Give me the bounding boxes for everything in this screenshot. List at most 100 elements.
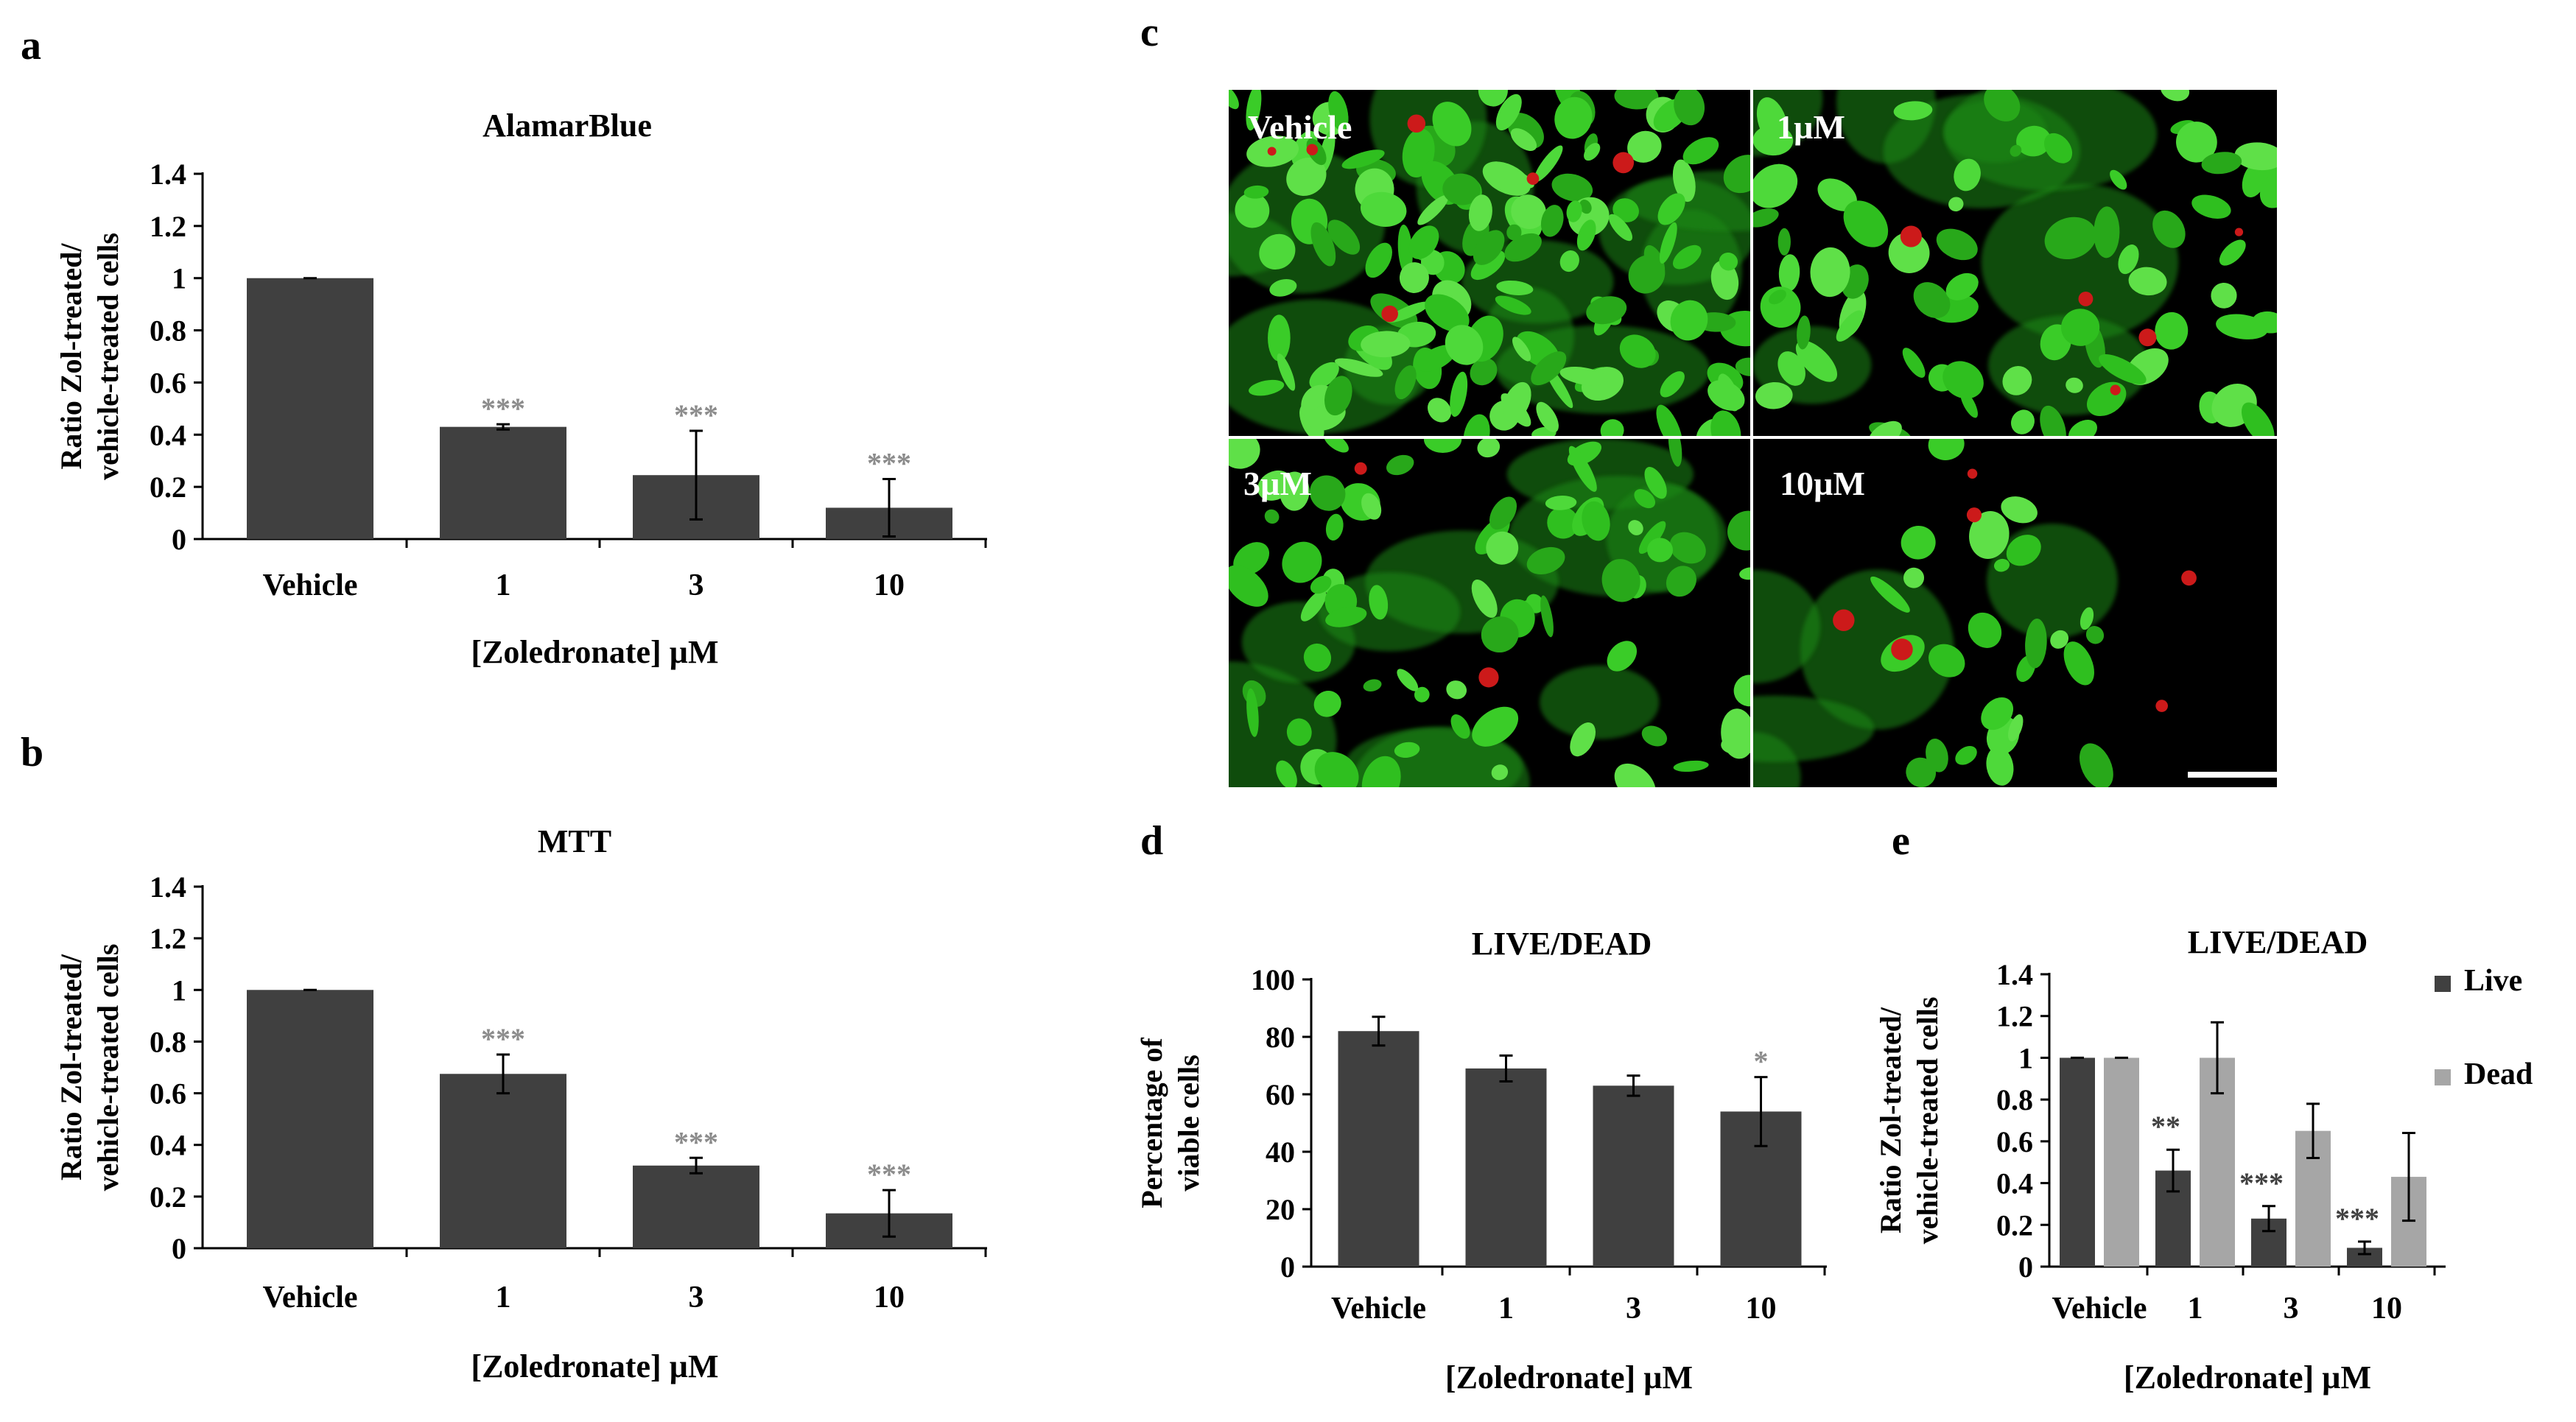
live-cell (1721, 708, 1750, 759)
live-cell (1568, 446, 1597, 492)
panel-letter-b: b (21, 730, 43, 775)
significance-marker: *** (674, 1125, 718, 1158)
live-cell (1495, 94, 1522, 131)
live-cell (2044, 217, 2096, 260)
micrograph-label-10um: 10µM (1780, 465, 1865, 502)
dead-cell (1267, 147, 1277, 156)
cells-1um (1753, 90, 2277, 436)
live-cell (1478, 90, 1508, 107)
live-cell (2219, 239, 2246, 266)
live-cell (1660, 371, 1685, 398)
y-tick-label: 80 (1266, 1021, 1295, 1054)
live-cell (2128, 267, 2167, 296)
x-axis-label: [Zoledronate] µM (2124, 1359, 2371, 1395)
live-cell (1612, 198, 1639, 222)
y-axis-label: Percentage of (1135, 1038, 1168, 1208)
live-cell (1399, 262, 1429, 293)
live-cell (1477, 439, 1501, 458)
live-cell (1324, 376, 1352, 416)
live-cell (1739, 567, 1750, 580)
legend-label: Dead (2464, 1057, 2533, 1091)
live-cell (1672, 244, 1702, 270)
dead-cell (1407, 114, 1426, 133)
live-cell (1328, 91, 1349, 132)
live-cell (1769, 289, 1786, 305)
live-cell (2066, 377, 2083, 393)
live-cell (1929, 644, 1965, 677)
live-cell (1503, 381, 1531, 422)
live-cell (2040, 405, 2066, 436)
live-cell (1269, 278, 1297, 297)
live-cell (2211, 282, 2237, 309)
live-cell (2001, 496, 2038, 524)
cells-3um (1229, 439, 1750, 787)
live-cell (1229, 90, 1239, 110)
dead-cell (2110, 384, 2121, 395)
live-cell (1264, 509, 1280, 524)
live-cell (1986, 747, 2014, 786)
live-cell (1470, 250, 1506, 281)
live-cell (1511, 194, 1547, 230)
x-tick-label: Vehicle (262, 1281, 357, 1314)
live-cell (2010, 144, 2022, 157)
micrograph-label-vehicle: Vehicle (1248, 108, 1352, 146)
live-cell (1468, 194, 1492, 231)
micrograph-label-1um: 1µM (1777, 108, 1845, 146)
live-cell (2080, 607, 2094, 630)
live-cell (1489, 496, 1517, 530)
y-tick-label: 0 (172, 523, 186, 556)
live-cell (1335, 358, 1383, 377)
x-tick-label: 10 (1746, 1292, 1777, 1326)
live-cell (1229, 565, 1268, 607)
live-cell (1868, 420, 1902, 436)
live-cell (1482, 161, 1531, 196)
y-tick-label: 60 (1266, 1078, 1295, 1111)
y-tick-label: 0.4 (150, 418, 186, 451)
live-cell (2063, 641, 2094, 686)
x-tick-label: Vehicle (262, 569, 357, 602)
live-cell (1928, 439, 1965, 460)
dead-cell (1891, 638, 1913, 661)
y-tick-label: 1 (2018, 1041, 2033, 1074)
live-cell (1733, 675, 1750, 707)
y-tick-label: 1.2 (150, 922, 186, 955)
live-cell (1893, 101, 1933, 121)
live-cell (1657, 193, 1685, 225)
live-cell (1545, 496, 1577, 510)
legend-swatch (2435, 976, 2451, 992)
cell-cluster (1540, 665, 1660, 739)
live-cell (1503, 169, 1534, 189)
live-cell (1559, 366, 1609, 386)
y-tick-label: 0.2 (150, 471, 186, 504)
live-cell (1360, 191, 1407, 227)
y-tick-label: 0.6 (150, 366, 186, 399)
live-cell (1753, 163, 1798, 208)
live-cell (1718, 373, 1740, 412)
live-cell (2099, 354, 2147, 384)
live-cell (2191, 194, 2231, 219)
live-cell (2011, 409, 2035, 434)
live-cell (1719, 253, 1738, 271)
live-cell (1628, 255, 1666, 294)
live-cell (2043, 133, 2073, 163)
x-tick-label: 1 (1498, 1292, 1514, 1326)
live-cell (1656, 404, 1682, 436)
x-tick-label: 3 (689, 1281, 704, 1314)
x-tick-label: 3 (2284, 1292, 2299, 1326)
panel-letter-c: c (1140, 10, 1159, 55)
y-tick-label: 1 (172, 974, 186, 1007)
live-cell (1534, 145, 1563, 183)
live-cell (1363, 679, 1382, 691)
live-cell (1506, 224, 1522, 241)
live-cell (1753, 208, 1779, 228)
live-cell (1607, 641, 1638, 672)
live-cell (1810, 247, 1850, 298)
dead-cell (2078, 291, 2094, 306)
significance-marker: *** (481, 392, 525, 425)
y-tick-label: 0.6 (1996, 1125, 2033, 1158)
y-tick-label: 0.2 (1996, 1208, 2033, 1242)
live-cell (2002, 366, 2032, 395)
y-axis-label: vehicle-treated cells (91, 944, 124, 1192)
live-cell (1495, 295, 1531, 315)
x-tick-label: 10 (874, 1281, 905, 1314)
